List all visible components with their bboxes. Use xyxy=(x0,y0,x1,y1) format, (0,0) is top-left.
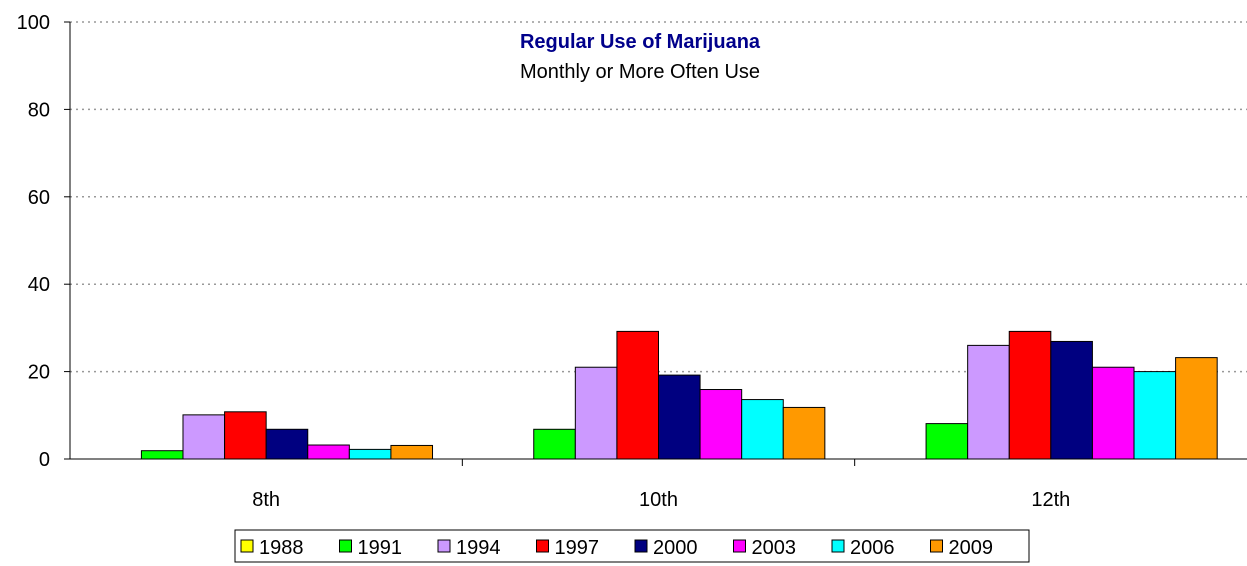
bar-1997-8th xyxy=(224,411,267,460)
bar-1991-12th xyxy=(925,423,969,460)
y-tick-label: 80 xyxy=(28,99,50,121)
bar-2009-10th xyxy=(782,406,826,460)
legend-swatch xyxy=(733,539,746,553)
bars xyxy=(140,330,1218,460)
legend-label: 2000 xyxy=(653,537,698,559)
bar-1994-8th xyxy=(182,414,226,460)
bar-2006-10th xyxy=(741,399,784,460)
bar-2006-12th xyxy=(1133,371,1177,460)
legend-swatch xyxy=(437,539,451,553)
bar-2009-8th xyxy=(390,444,434,460)
legend-swatch xyxy=(536,539,549,553)
legend-swatch xyxy=(339,539,352,553)
bar-2000-8th xyxy=(265,428,309,460)
chart-subtitle: Monthly or More Often Use xyxy=(520,61,760,83)
bar-1994-10th xyxy=(574,366,618,460)
bar-2003-8th xyxy=(307,444,350,460)
legend-label: 2009 xyxy=(949,537,994,559)
x-category-label: 10th xyxy=(639,489,678,511)
y-tick-label: 100 xyxy=(17,12,50,34)
y-tick-label: 20 xyxy=(28,362,50,384)
legend: 1988 1991 1994 1997 2000 2003 2006 2009 xyxy=(234,529,1030,563)
chart-title: Regular Use of Marijuana xyxy=(520,31,761,53)
x-category-label: 12th xyxy=(1031,489,1070,511)
bar-2009-12th xyxy=(1175,357,1218,460)
x-category-label: 8th xyxy=(252,489,280,511)
legend-label: 1994 xyxy=(456,537,501,559)
legend-swatch xyxy=(831,539,845,553)
bar-2003-12th xyxy=(1091,366,1135,460)
y-tick-label: 60 xyxy=(28,187,50,209)
bar-1991-10th xyxy=(533,428,576,460)
bar-2000-10th xyxy=(658,374,701,460)
bar-2006-8th xyxy=(348,448,392,460)
legend-label: 1988 xyxy=(259,537,304,559)
bar-1994-12th xyxy=(967,344,1010,460)
legend-label: 2003 xyxy=(752,537,797,559)
legend-label: 1997 xyxy=(555,537,600,559)
bar-1997-12th xyxy=(1008,330,1052,460)
legend-swatch xyxy=(240,539,254,553)
bar-2000-12th xyxy=(1050,340,1093,460)
legend-swatch xyxy=(634,539,648,553)
legend-label: 2006 xyxy=(850,537,895,559)
legend-box xyxy=(234,529,1030,563)
axes: 0 20 40 60 80 100 8th 10th 12th xyxy=(17,12,1247,511)
bar-2003-10th xyxy=(699,389,743,460)
bar-1991-8th xyxy=(140,450,184,460)
y-tick-label: 0 xyxy=(39,449,50,471)
bar-1997-10th xyxy=(616,330,659,460)
y-tick-label: 40 xyxy=(28,274,50,296)
legend-label: 1991 xyxy=(358,537,403,559)
legend-swatch xyxy=(930,539,943,553)
